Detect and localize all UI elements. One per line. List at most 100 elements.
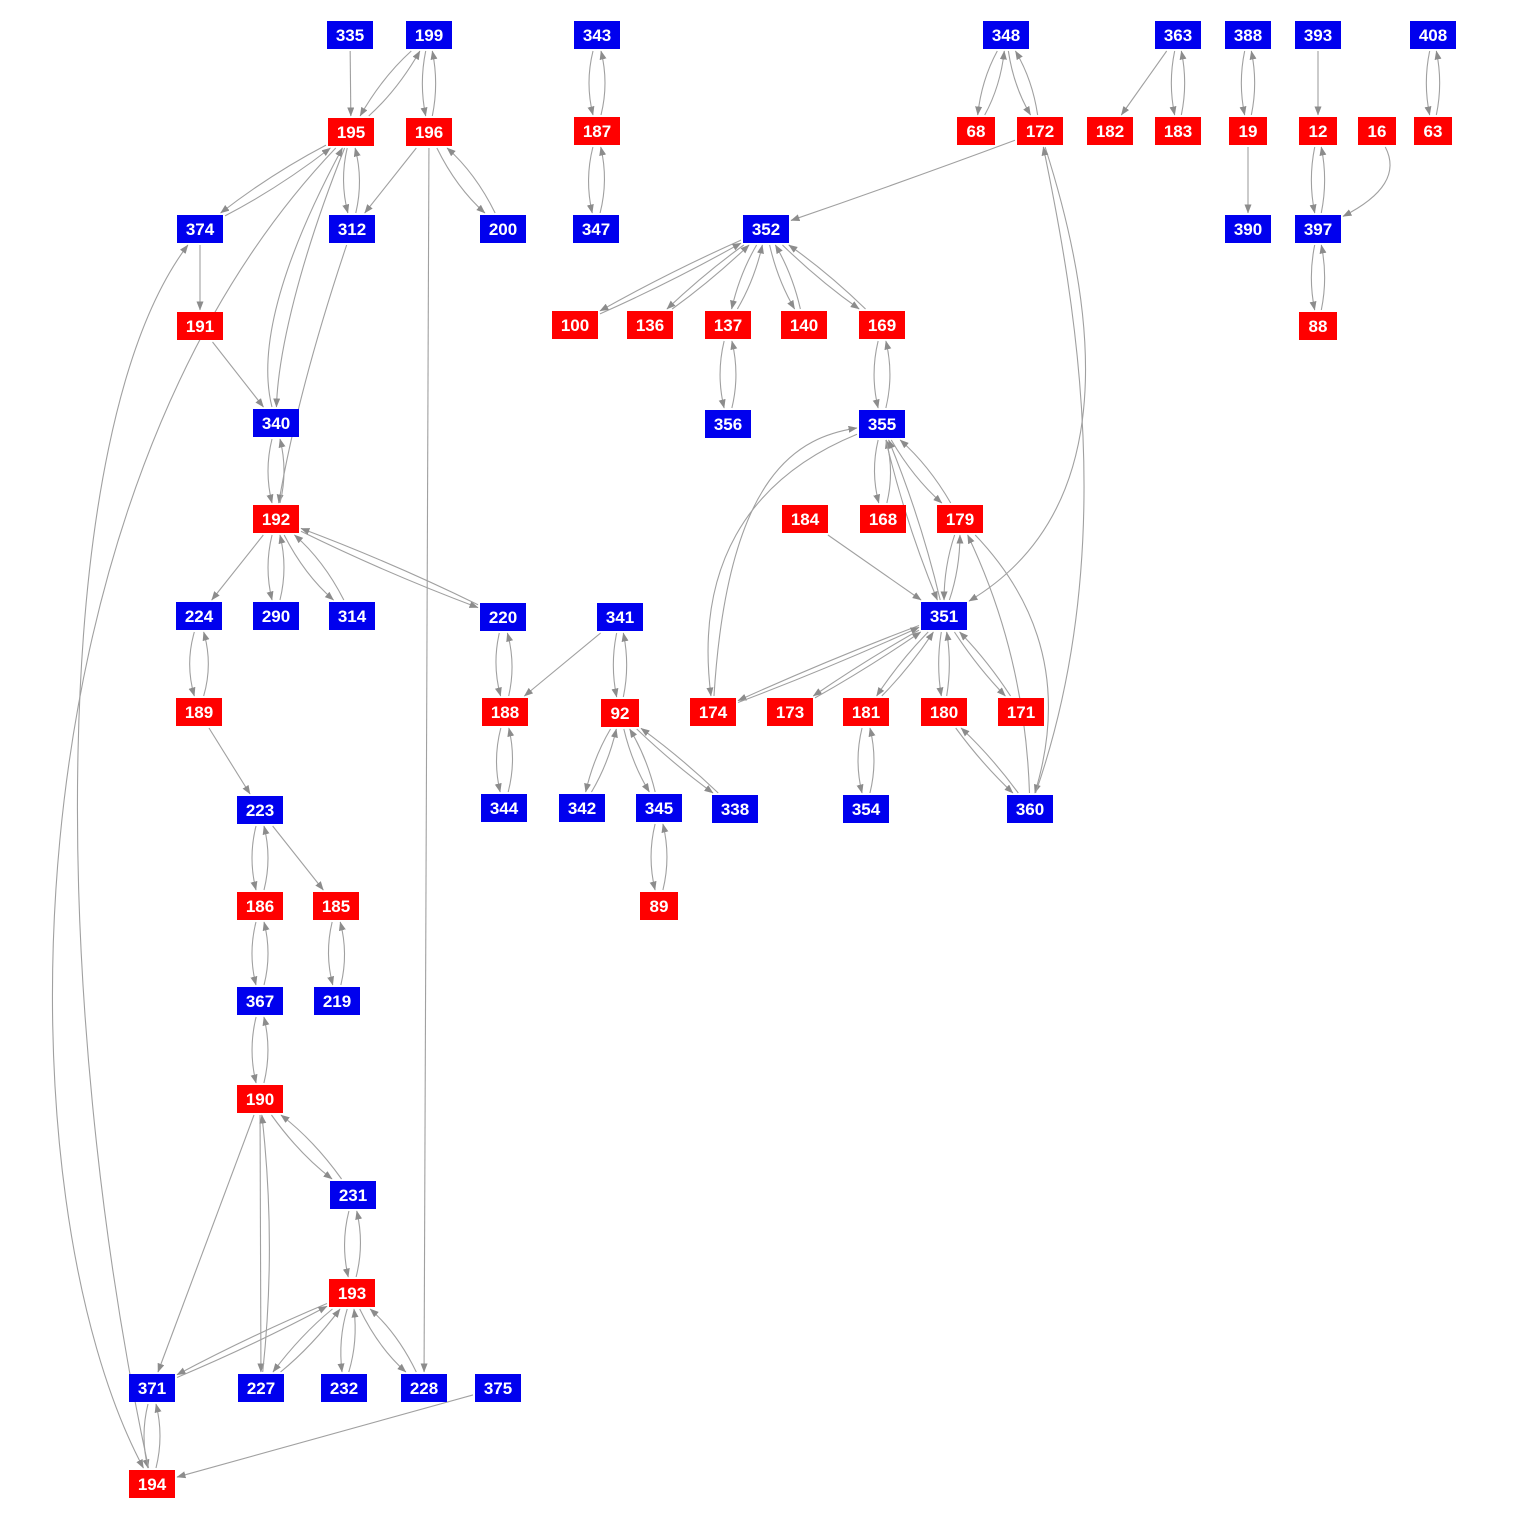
node-box-227[interactable] bbox=[238, 1374, 284, 1402]
node-box-360[interactable] bbox=[1007, 795, 1053, 823]
node-191[interactable]: 191 bbox=[177, 312, 223, 340]
node-187[interactable]: 187 bbox=[574, 117, 620, 145]
node-393[interactable]: 393 bbox=[1295, 21, 1341, 49]
node-box-172[interactable] bbox=[1017, 117, 1063, 145]
node-box-367[interactable] bbox=[237, 987, 283, 1015]
node-box-219[interactable] bbox=[314, 987, 360, 1015]
node-231[interactable]: 231 bbox=[330, 1181, 376, 1209]
node-box-347[interactable] bbox=[573, 215, 619, 243]
node-box-173[interactable] bbox=[767, 698, 813, 726]
node-371[interactable]: 371 bbox=[129, 1374, 175, 1402]
node-89[interactable]: 89 bbox=[640, 892, 678, 920]
node-box-92[interactable] bbox=[601, 699, 639, 727]
node-box-16[interactable] bbox=[1358, 117, 1396, 145]
node-box-371[interactable] bbox=[129, 1374, 175, 1402]
node-box-232[interactable] bbox=[321, 1374, 367, 1402]
node-box-179[interactable] bbox=[937, 505, 983, 533]
node-box-393[interactable] bbox=[1295, 21, 1341, 49]
node-box-140[interactable] bbox=[781, 311, 827, 339]
node-box-188[interactable] bbox=[482, 698, 528, 726]
node-335[interactable]: 335 bbox=[327, 21, 373, 49]
node-314[interactable]: 314 bbox=[329, 602, 375, 630]
node-408[interactable]: 408 bbox=[1410, 21, 1456, 49]
node-box-388[interactable] bbox=[1225, 21, 1271, 49]
node-box-231[interactable] bbox=[330, 1181, 376, 1209]
node-140[interactable]: 140 bbox=[781, 311, 827, 339]
node-box-187[interactable] bbox=[574, 117, 620, 145]
node-354[interactable]: 354 bbox=[843, 795, 889, 823]
node-232[interactable]: 232 bbox=[321, 1374, 367, 1402]
node-box-12[interactable] bbox=[1299, 117, 1337, 145]
node-367[interactable]: 367 bbox=[237, 987, 283, 1015]
node-290[interactable]: 290 bbox=[253, 602, 299, 630]
node-183[interactable]: 183 bbox=[1155, 117, 1201, 145]
node-220[interactable]: 220 bbox=[480, 603, 526, 631]
node-179[interactable]: 179 bbox=[937, 505, 983, 533]
node-192[interactable]: 192 bbox=[253, 505, 299, 533]
node-374[interactable]: 374 bbox=[177, 215, 223, 243]
node-223[interactable]: 223 bbox=[237, 796, 283, 824]
node-box-354[interactable] bbox=[843, 795, 889, 823]
node-box-341[interactable] bbox=[597, 603, 643, 631]
node-box-352[interactable] bbox=[743, 215, 789, 243]
node-box-63[interactable] bbox=[1414, 117, 1452, 145]
node-352[interactable]: 352 bbox=[743, 215, 789, 243]
node-box-348[interactable] bbox=[983, 21, 1029, 49]
node-196[interactable]: 196 bbox=[406, 118, 452, 146]
node-227[interactable]: 227 bbox=[238, 1374, 284, 1402]
node-355[interactable]: 355 bbox=[859, 410, 905, 438]
node-172[interactable]: 172 bbox=[1017, 117, 1063, 145]
node-box-220[interactable] bbox=[480, 603, 526, 631]
node-228[interactable]: 228 bbox=[401, 1374, 447, 1402]
node-box-340[interactable] bbox=[253, 409, 299, 437]
node-189[interactable]: 189 bbox=[176, 698, 222, 726]
node-box-88[interactable] bbox=[1299, 312, 1337, 340]
node-388[interactable]: 388 bbox=[1225, 21, 1271, 49]
node-338[interactable]: 338 bbox=[712, 795, 758, 823]
node-box-186[interactable] bbox=[237, 892, 283, 920]
node-box-191[interactable] bbox=[177, 312, 223, 340]
node-340[interactable]: 340 bbox=[253, 409, 299, 437]
node-360[interactable]: 360 bbox=[1007, 795, 1053, 823]
node-box-351[interactable] bbox=[921, 602, 967, 630]
node-box-195[interactable] bbox=[328, 118, 374, 146]
node-box-312[interactable] bbox=[329, 215, 375, 243]
node-box-397[interactable] bbox=[1295, 215, 1341, 243]
node-312[interactable]: 312 bbox=[329, 215, 375, 243]
node-92[interactable]: 92 bbox=[601, 699, 639, 727]
node-box-338[interactable] bbox=[712, 795, 758, 823]
node-169[interactable]: 169 bbox=[859, 311, 905, 339]
node-219[interactable]: 219 bbox=[314, 987, 360, 1015]
node-63[interactable]: 63 bbox=[1414, 117, 1452, 145]
node-box-171[interactable] bbox=[998, 698, 1044, 726]
node-box-136[interactable] bbox=[627, 311, 673, 339]
node-356[interactable]: 356 bbox=[705, 410, 751, 438]
node-186[interactable]: 186 bbox=[237, 892, 283, 920]
node-343[interactable]: 343 bbox=[574, 21, 620, 49]
node-box-137[interactable] bbox=[705, 311, 751, 339]
node-box-185[interactable] bbox=[313, 892, 359, 920]
node-box-174[interactable] bbox=[690, 698, 736, 726]
node-box-180[interactable] bbox=[921, 698, 967, 726]
node-box-355[interactable] bbox=[859, 410, 905, 438]
node-box-314[interactable] bbox=[329, 602, 375, 630]
node-348[interactable]: 348 bbox=[983, 21, 1029, 49]
node-345[interactable]: 345 bbox=[636, 794, 682, 822]
node-box-224[interactable] bbox=[176, 602, 222, 630]
node-box-199[interactable] bbox=[406, 21, 452, 49]
node-box-182[interactable] bbox=[1087, 117, 1133, 145]
node-box-200[interactable] bbox=[480, 215, 526, 243]
node-box-189[interactable] bbox=[176, 698, 222, 726]
node-box-183[interactable] bbox=[1155, 117, 1201, 145]
node-box-374[interactable] bbox=[177, 215, 223, 243]
node-box-363[interactable] bbox=[1155, 21, 1201, 49]
node-box-290[interactable] bbox=[253, 602, 299, 630]
node-12[interactable]: 12 bbox=[1299, 117, 1337, 145]
node-box-375[interactable] bbox=[475, 1374, 521, 1402]
node-box-100[interactable] bbox=[552, 311, 598, 339]
node-171[interactable]: 171 bbox=[998, 698, 1044, 726]
node-box-223[interactable] bbox=[237, 796, 283, 824]
node-68[interactable]: 68 bbox=[957, 117, 995, 145]
node-16[interactable]: 16 bbox=[1358, 117, 1396, 145]
node-box-408[interactable] bbox=[1410, 21, 1456, 49]
